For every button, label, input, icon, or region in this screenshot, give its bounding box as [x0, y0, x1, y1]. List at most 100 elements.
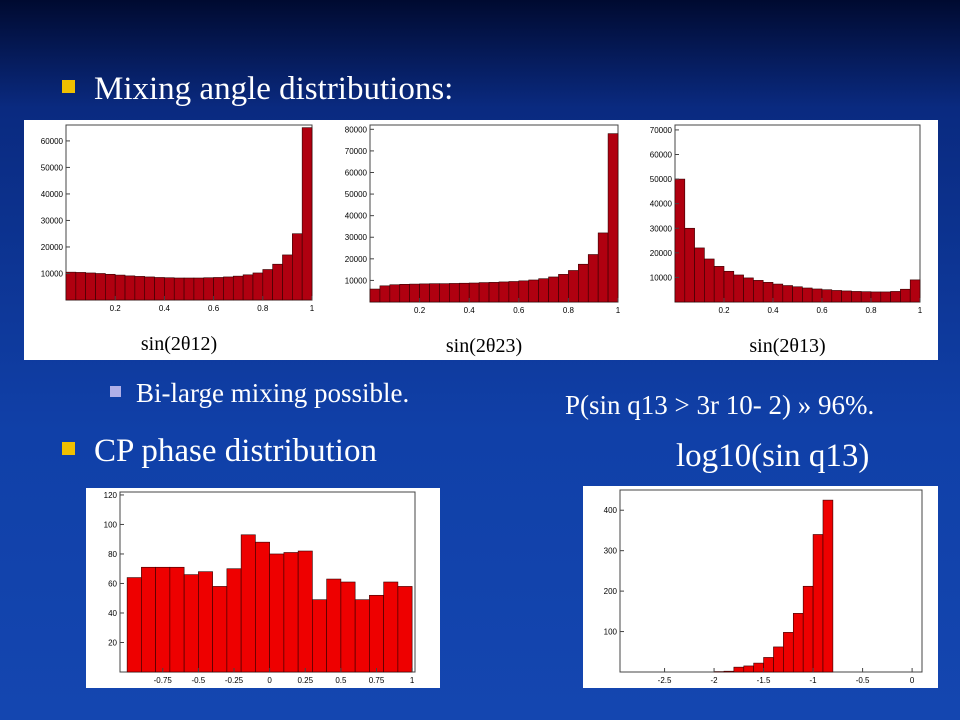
bar	[822, 499, 834, 673]
bar	[419, 283, 430, 303]
y-tick-label: 60000	[41, 137, 64, 146]
bar	[478, 282, 490, 303]
bar	[126, 577, 142, 673]
y-tick-label: 10000	[650, 273, 673, 282]
x-tick-label: 0.8	[865, 306, 877, 315]
bar	[164, 277, 175, 301]
y-tick-label: 60000	[650, 151, 673, 160]
x-tick-label: 1	[410, 676, 415, 685]
bar	[105, 273, 116, 301]
bar	[65, 271, 77, 301]
bar	[851, 291, 862, 303]
x-tick-label: 1	[918, 306, 923, 315]
bar	[183, 277, 195, 301]
bar	[379, 285, 391, 303]
y-tick-label: 40	[108, 609, 117, 618]
bar	[183, 574, 199, 673]
bar	[792, 286, 803, 303]
x-tick-label: 0.75	[369, 676, 385, 685]
bar	[597, 232, 609, 303]
bar	[439, 283, 450, 303]
bar	[860, 291, 872, 303]
y-tick-label: 120	[104, 491, 118, 500]
bar	[880, 291, 891, 303]
y-tick-label: 60	[108, 579, 117, 588]
y-tick-label: 100	[104, 520, 118, 529]
x-tick-label: -0.75	[154, 676, 173, 685]
bar	[240, 534, 256, 673]
x-tick-label: 0.2	[718, 306, 730, 315]
bar	[792, 613, 804, 673]
bar	[694, 247, 705, 303]
y-tick-label: 70000	[650, 126, 673, 135]
bar	[255, 541, 270, 673]
bar	[812, 534, 824, 673]
y-tick-label: 80	[108, 550, 117, 559]
bar	[587, 254, 599, 303]
bar	[389, 284, 401, 303]
bar	[468, 282, 480, 303]
bar	[397, 586, 413, 673]
y-tick-label: 200	[604, 587, 618, 596]
bar	[154, 277, 165, 301]
x-tick-label: 0.2	[414, 306, 426, 315]
y-tick-label: 10000	[41, 269, 64, 278]
x-tick-label: 0.4	[767, 306, 779, 315]
y-tick-label: 400	[604, 506, 618, 515]
bar	[772, 283, 784, 303]
x-tick-label: 0.4	[159, 304, 171, 313]
bar	[783, 632, 794, 673]
y-tick-label: 20000	[345, 255, 368, 264]
bar	[723, 270, 735, 303]
bar	[811, 288, 823, 303]
y-tick-label: 50000	[650, 175, 673, 184]
x-axis-label: sin(2θ23)	[446, 335, 522, 357]
bar	[283, 552, 299, 673]
y-tick-label: 30000	[41, 216, 64, 225]
bar	[272, 263, 283, 301]
bar	[684, 227, 695, 303]
bar	[733, 666, 745, 673]
bar	[226, 568, 242, 673]
bar	[312, 599, 327, 673]
bar	[753, 662, 764, 673]
y-tick-label: 40000	[650, 200, 673, 209]
bar	[198, 571, 213, 673]
bar	[802, 585, 814, 673]
bar	[383, 581, 399, 673]
bar	[141, 566, 156, 673]
bar	[212, 586, 228, 673]
x-tick-label: -1	[810, 676, 818, 685]
bar	[909, 279, 921, 303]
x-tick-label: -0.25	[225, 676, 244, 685]
x-tick-label: -2.5	[658, 676, 672, 685]
bar	[568, 270, 579, 303]
bar	[399, 283, 410, 303]
x-tick-label: 0.5	[335, 676, 347, 685]
y-tick-label: 30000	[345, 233, 368, 242]
x-tick-label: 0.6	[816, 306, 828, 315]
bar	[326, 578, 342, 673]
x-tick-label: 0.6	[208, 304, 220, 313]
x-tick-label: -1.5	[757, 676, 771, 685]
bar	[213, 277, 224, 301]
bar	[753, 280, 764, 303]
bar	[733, 274, 744, 303]
y-tick-label: 100	[604, 628, 618, 637]
bar	[301, 127, 313, 301]
y-tick-label: 300	[604, 547, 618, 556]
bar	[203, 277, 214, 301]
bar	[269, 553, 285, 673]
bullet-marker	[62, 80, 75, 93]
x-tick-label: 0	[267, 676, 272, 685]
sub-bullet: Bi-large mixing possible.	[136, 378, 409, 408]
bar	[870, 291, 882, 303]
x-tick-label: 0.8	[563, 306, 575, 315]
bar	[340, 581, 356, 673]
bar	[369, 288, 381, 303]
bar	[821, 289, 833, 303]
bar	[674, 178, 686, 303]
y-tick-label: 60000	[345, 168, 368, 177]
bar	[95, 273, 106, 301]
